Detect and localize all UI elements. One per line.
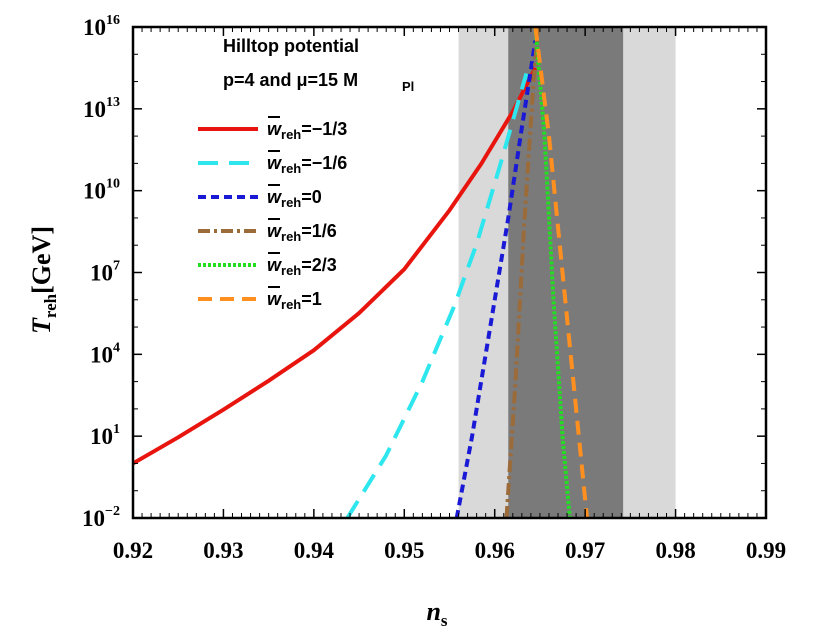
- x-axis-title: ns: [426, 597, 447, 630]
- x-tick-label: 0.93: [203, 538, 243, 563]
- y-axis-title: Treh[GeV]: [27, 226, 60, 334]
- legend-label-0: wreh=−1/3: [267, 119, 347, 142]
- axis-ticks: [132, 26, 767, 519]
- legend-label-1: wreh=−1/6: [267, 153, 347, 176]
- x-tick-label: 0.92: [113, 538, 153, 563]
- y-tick-label: 107: [90, 259, 120, 286]
- x-tick-label: 0.98: [655, 538, 695, 563]
- y-tick-label: 1010: [83, 177, 120, 204]
- y-tick-label: 101: [90, 422, 120, 449]
- legend-label-5: wreh=1: [267, 289, 322, 312]
- y-tick-label: 1016: [83, 13, 120, 40]
- series-line-2: [454, 40, 538, 518]
- annotation-line-1: Hilltop potential: [223, 36, 359, 56]
- series-line-5: [533, 27, 589, 518]
- y-tick-labels: 10−2 101 104 107 1010 1013 1016: [82, 13, 120, 531]
- x-tick-label: 0.94: [294, 538, 335, 563]
- y-tick-label: 10−2: [82, 504, 120, 531]
- legend-label-2: wreh=0: [267, 187, 322, 210]
- annotation-line-2-sub: Pl: [402, 79, 414, 94]
- legend: wreh=−1/3 wreh=−1/6 wreh=0 wreh=1/6 wreh=2/3…: [198, 116, 347, 312]
- series-line-1: [345, 72, 529, 518]
- x-tick-label: 0.97: [565, 538, 605, 563]
- legend-label-3: wreh=1/6: [267, 221, 337, 244]
- confidence-bands: [458, 27, 676, 518]
- x-tick-label: 0.95: [384, 538, 424, 563]
- series-line-4: [533, 27, 572, 518]
- series-line-0: [133, 66, 538, 466]
- annotation-line-2: p=4 and μ=15 M: [223, 70, 358, 90]
- y-tick-label: 1013: [83, 95, 120, 122]
- series-line-3: [504, 27, 541, 518]
- x-tick-label: 0.99: [746, 538, 786, 563]
- band-1: [508, 27, 624, 518]
- x-tick-labels: 0.92 0.93 0.94 0.95 0.96 0.97 0.98 0.99: [113, 538, 786, 563]
- legend-label-4: wreh=2/3: [267, 255, 337, 278]
- x-tick-label: 0.96: [475, 538, 515, 563]
- curves-group: [133, 27, 589, 518]
- y-tick-label: 104: [90, 340, 120, 367]
